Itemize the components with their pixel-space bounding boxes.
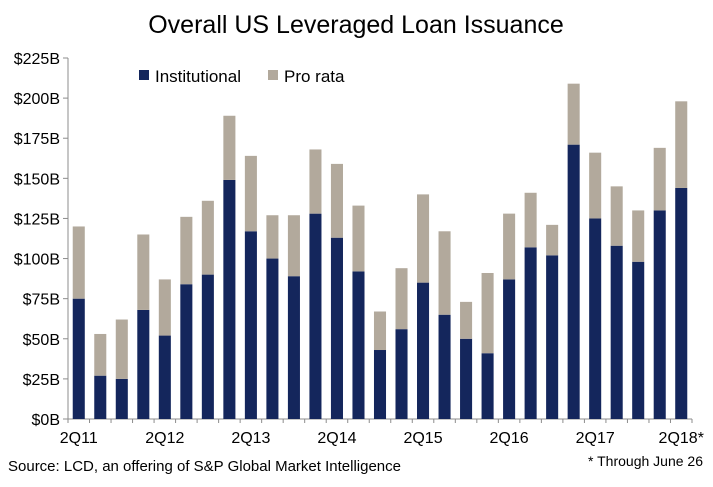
bar-pro-rata-3Q13 bbox=[266, 215, 279, 259]
bar-pro-rata-1Q16 bbox=[481, 272, 494, 354]
bar-pro-rata-2Q11 bbox=[72, 226, 85, 299]
bar-pro-rata-2Q14 bbox=[330, 163, 343, 238]
bar-institutional-3Q12 bbox=[180, 284, 193, 419]
bar-institutional-1Q18 bbox=[653, 210, 666, 419]
bar-pro-rata-2Q16 bbox=[503, 213, 516, 280]
bar-pro-rata-4Q15 bbox=[460, 301, 473, 339]
legend-swatch-institutional bbox=[139, 70, 149, 80]
y-tick-label: $0B bbox=[32, 412, 60, 429]
bar-pro-rata-4Q14 bbox=[373, 311, 387, 351]
bar-institutional-2Q13 bbox=[244, 231, 257, 419]
y-tick-label: $75B bbox=[23, 292, 60, 309]
x-tick-label: 2Q13 bbox=[231, 430, 270, 447]
x-tick-label: 2Q11 bbox=[60, 430, 98, 447]
x-tick-label: 2Q17 bbox=[576, 430, 615, 447]
footnote: * Through June 26 bbox=[588, 453, 703, 469]
bar-pro-rata-4Q13 bbox=[287, 215, 300, 277]
x-tick-label: 2Q16 bbox=[490, 430, 529, 447]
bar-institutional-3Q15 bbox=[438, 314, 451, 419]
bar-pro-rata-2Q15 bbox=[417, 194, 430, 283]
bar-pro-rata-3Q16 bbox=[524, 192, 537, 248]
bar-institutional-2Q16 bbox=[503, 279, 516, 419]
y-tick-label: $225B bbox=[14, 51, 60, 68]
x-tick-label: 2Q12 bbox=[145, 430, 184, 447]
bar-pro-rata-3Q15 bbox=[438, 231, 451, 315]
y-tick-label: $100B bbox=[14, 252, 60, 269]
bar-institutional-3Q16 bbox=[524, 247, 537, 419]
bar-pro-rata-2Q17 bbox=[589, 152, 602, 219]
bar-institutional-2Q18 bbox=[675, 187, 688, 419]
bar-institutional-3Q17 bbox=[610, 245, 623, 419]
bar-institutional-1Q16 bbox=[481, 353, 494, 419]
legend-label-institutional: Institutional bbox=[155, 67, 241, 86]
x-tick-label: 2Q14 bbox=[317, 430, 356, 447]
bar-institutional-3Q13 bbox=[266, 258, 279, 419]
x-tick-label: 2Q15 bbox=[403, 430, 442, 447]
bar-pro-rata-1Q18 bbox=[653, 147, 666, 211]
y-tick-label: $125B bbox=[14, 211, 60, 228]
bar-pro-rata-2Q18 bbox=[675, 101, 688, 188]
bar-institutional-2Q15 bbox=[417, 282, 430, 419]
y-tick-label: $50B bbox=[23, 332, 60, 349]
bar-institutional-2Q11 bbox=[72, 298, 85, 419]
bar-institutional-1Q14 bbox=[309, 213, 322, 419]
bar-institutional-4Q12 bbox=[201, 274, 214, 419]
bar-pro-rata-3Q11 bbox=[94, 333, 107, 376]
bar-pro-rata-2Q13 bbox=[244, 155, 257, 232]
legend-swatch-pro-rata bbox=[268, 70, 278, 80]
bars bbox=[72, 83, 688, 419]
bar-institutional-2Q12 bbox=[158, 335, 171, 419]
bar-pro-rata-1Q12 bbox=[137, 234, 150, 310]
bar-pro-rata-4Q16 bbox=[546, 224, 559, 256]
bar-institutional-1Q15 bbox=[395, 329, 408, 419]
x-tick-label: 2Q18* bbox=[659, 430, 704, 447]
legend: Institutional Pro rata bbox=[139, 67, 345, 86]
bar-institutional-2Q14 bbox=[330, 237, 343, 419]
bar-institutional-1Q12 bbox=[137, 309, 150, 419]
bar-pro-rata-3Q17 bbox=[610, 186, 623, 246]
y-tick-label: $25B bbox=[23, 372, 60, 389]
bar-pro-rata-4Q11 bbox=[115, 319, 128, 379]
y-axis: $0B $25B $50B $75B $100B $125B $150B $175B $200B… bbox=[14, 51, 69, 429]
bar-institutional-3Q11 bbox=[94, 375, 107, 419]
bar-institutional-4Q11 bbox=[115, 378, 128, 419]
bar-institutional-3Q14 bbox=[352, 271, 365, 419]
bar-institutional-4Q16 bbox=[546, 255, 559, 419]
bar-institutional-2Q17 bbox=[589, 218, 602, 419]
y-tick-label: $150B bbox=[14, 171, 60, 188]
bar-pro-rata-1Q17 bbox=[567, 83, 580, 145]
x-axis: 2Q11 2Q12 2Q13 2Q14 2Q15 2Q16 2Q17 2Q18* bbox=[60, 418, 704, 447]
bar-pro-rata-3Q14 bbox=[352, 205, 365, 272]
bar-institutional-1Q17 bbox=[567, 144, 580, 419]
bar-pro-rata-4Q12 bbox=[201, 200, 214, 275]
bar-institutional-1Q13 bbox=[223, 179, 236, 419]
legend-label-pro-rata: Pro rata bbox=[284, 67, 345, 86]
chart-title: Overall US Leveraged Loan Issuance bbox=[148, 11, 564, 39]
bar-pro-rata-1Q15 bbox=[395, 268, 408, 330]
bar-institutional-4Q15 bbox=[460, 338, 473, 419]
bar-pro-rata-2Q12 bbox=[158, 279, 171, 336]
y-tick-label: $175B bbox=[14, 131, 60, 148]
bar-pro-rata-1Q13 bbox=[223, 115, 236, 180]
bar-pro-rata-1Q14 bbox=[309, 149, 322, 214]
bar-institutional-4Q13 bbox=[287, 276, 300, 419]
bar-pro-rata-3Q12 bbox=[180, 216, 193, 285]
bar-institutional-4Q14 bbox=[373, 350, 387, 419]
bar-pro-rata-4Q17 bbox=[632, 210, 645, 262]
source-note: Source: LCD, an offering of S&P Global M… bbox=[8, 458, 401, 475]
bar-institutional-4Q17 bbox=[632, 261, 645, 419]
y-tick-label: $200B bbox=[14, 91, 60, 108]
